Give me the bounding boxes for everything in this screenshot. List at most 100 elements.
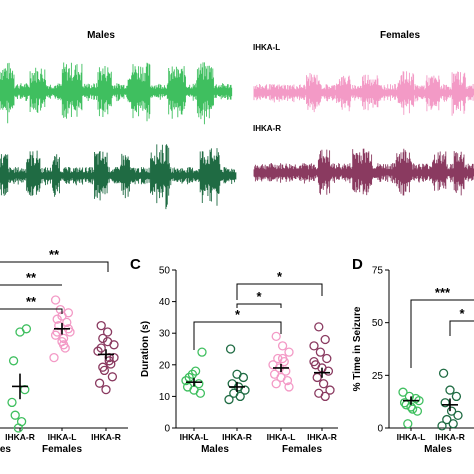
data-point bbox=[412, 406, 423, 416]
significance-bracket bbox=[410, 299, 474, 368]
significance-bracket bbox=[236, 303, 282, 308]
data-point bbox=[403, 419, 413, 429]
significance-label: *** bbox=[435, 285, 451, 300]
data-point bbox=[325, 385, 335, 395]
male-ihka-r-trace bbox=[0, 144, 237, 210]
data-point bbox=[58, 340, 69, 350]
significance-bracket bbox=[193, 321, 282, 350]
data-point bbox=[62, 317, 72, 328]
data-point bbox=[453, 410, 463, 421]
data-point bbox=[190, 366, 201, 376]
data-point bbox=[399, 398, 410, 408]
data-point bbox=[102, 327, 113, 337]
significance-label: ** bbox=[26, 270, 37, 285]
data-point bbox=[181, 375, 191, 386]
y-tick-label: 50 bbox=[372, 318, 384, 329]
data-point bbox=[101, 384, 111, 395]
x-tick-label: IHKA-L bbox=[48, 432, 77, 442]
data-point bbox=[445, 385, 455, 395]
data-point bbox=[309, 356, 319, 367]
x-tick-label: IHKA-R bbox=[91, 432, 121, 442]
significance-label: ** bbox=[49, 247, 60, 262]
data-point bbox=[197, 347, 207, 357]
data-point bbox=[314, 322, 324, 332]
data-point bbox=[451, 391, 462, 402]
data-point bbox=[284, 382, 294, 392]
data-point bbox=[224, 394, 234, 405]
y-tick-label: 50 bbox=[159, 266, 171, 277]
significance-label: ** bbox=[26, 294, 37, 309]
data-point bbox=[323, 366, 334, 376]
y-tick-label: 75 bbox=[372, 266, 384, 277]
data-point bbox=[446, 406, 457, 416]
data-point bbox=[448, 419, 458, 429]
group-label: Males bbox=[201, 444, 229, 455]
significance-bracket bbox=[0, 261, 109, 272]
data-point bbox=[312, 372, 322, 383]
significance-bracket bbox=[236, 283, 323, 300]
data-point bbox=[277, 341, 288, 351]
y-tick-label: 20 bbox=[159, 360, 171, 371]
x-tick-label: IHKA-R bbox=[222, 432, 252, 442]
data-point bbox=[315, 347, 326, 357]
ihka-r-label: IHKA-R bbox=[253, 124, 281, 133]
data-point bbox=[52, 314, 62, 324]
females-title: Females bbox=[380, 30, 420, 41]
y-tick-label: 0 bbox=[164, 424, 170, 435]
data-point bbox=[10, 410, 20, 420]
y-axis-label: % Time in Seizure bbox=[352, 306, 363, 391]
data-point bbox=[96, 343, 106, 353]
group-label: Females bbox=[282, 444, 322, 455]
data-point bbox=[271, 379, 281, 389]
data-point bbox=[407, 404, 418, 414]
x-tick-label: IHKA-R bbox=[307, 432, 337, 442]
data-point bbox=[442, 414, 452, 425]
data-point bbox=[284, 347, 294, 357]
significance-bracket bbox=[449, 320, 474, 336]
data-point bbox=[98, 333, 108, 344]
data-point bbox=[21, 324, 32, 334]
trace-waveform bbox=[0, 62, 233, 125]
data-point bbox=[398, 387, 408, 397]
trace-waveform bbox=[253, 71, 474, 116]
data-point bbox=[238, 372, 249, 383]
ihka-l-label: IHKA-L bbox=[253, 43, 280, 52]
data-point bbox=[104, 356, 114, 366]
data-point bbox=[195, 388, 206, 398]
y-tick-label: 10 bbox=[159, 392, 171, 403]
data-point bbox=[225, 344, 236, 354]
data-point bbox=[107, 372, 118, 382]
panel-d-time-in-seizure-plot: D 0 25 50 75 % Time in Seizure IHKA-L IHKA-R Mal… bbox=[352, 256, 474, 455]
data-point bbox=[438, 368, 449, 378]
trace-waveform bbox=[0, 144, 237, 210]
male-ihka-l-trace bbox=[0, 62, 233, 125]
y-axis-label: Duration (s) bbox=[140, 321, 151, 377]
female-ihka-r-trace bbox=[253, 148, 474, 196]
significance-label: * bbox=[256, 289, 262, 304]
trace-waveform bbox=[253, 148, 474, 196]
data-point bbox=[240, 385, 250, 395]
data-point bbox=[322, 353, 332, 364]
x-tick-label: IHKA-R bbox=[435, 432, 465, 442]
x-tick-label: IHKA-L bbox=[397, 432, 426, 442]
data-point bbox=[282, 375, 293, 386]
data-point bbox=[8, 356, 19, 366]
data-point bbox=[320, 334, 330, 345]
panel-letter: D bbox=[352, 256, 363, 273]
group-label: Males bbox=[424, 444, 452, 455]
data-point bbox=[7, 397, 17, 408]
data-point bbox=[63, 308, 74, 318]
data-point bbox=[437, 421, 447, 431]
data-point bbox=[98, 362, 108, 372]
significance-label: * bbox=[277, 269, 283, 284]
x-tick-label: IHKA-L bbox=[267, 432, 296, 442]
data-point bbox=[277, 353, 288, 364]
data-point bbox=[271, 331, 281, 342]
y-tick-label: 40 bbox=[159, 297, 171, 308]
data-point bbox=[49, 352, 59, 363]
data-point bbox=[309, 341, 319, 351]
x-tick-label: IHKA-L bbox=[180, 432, 209, 442]
y-tick-label: 30 bbox=[159, 329, 171, 340]
panel-letter: C bbox=[130, 256, 141, 273]
